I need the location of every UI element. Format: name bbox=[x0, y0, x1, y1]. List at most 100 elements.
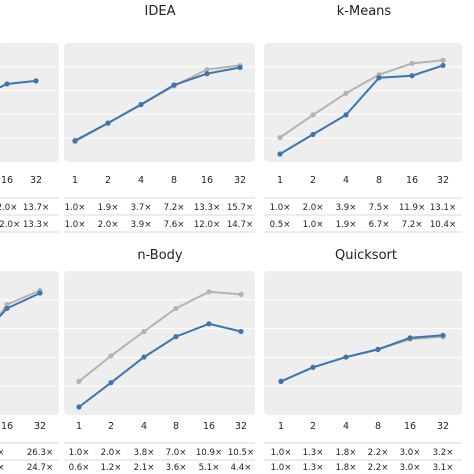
series-0-point-2 bbox=[141, 328, 147, 335]
series-1-point-5 bbox=[440, 332, 446, 338]
speedup-cell: 4.4× bbox=[231, 463, 252, 473]
plot-area bbox=[64, 271, 255, 415]
series-0-point-0 bbox=[76, 378, 82, 384]
x-tick-label: 32 bbox=[34, 421, 46, 432]
series-1-point-2 bbox=[343, 354, 349, 360]
speedup-cell: 1.0× bbox=[65, 220, 86, 230]
speedup-cell: 2.7× bbox=[0, 463, 4, 473]
x-tick-label: 2 bbox=[310, 421, 316, 432]
x-tick-label: 4 bbox=[343, 175, 349, 186]
speedup-cell: 1.0× bbox=[271, 448, 292, 458]
series-line-1 bbox=[280, 334, 444, 383]
series-1-point-3 bbox=[173, 334, 179, 340]
x-tick-label: 16 bbox=[1, 175, 13, 186]
speedup-cell: 1.2× bbox=[101, 463, 122, 473]
series-line-1 bbox=[78, 322, 242, 408]
x-tick-label: 1 bbox=[72, 175, 78, 186]
speedup-cell: 7.2× bbox=[164, 203, 185, 213]
speedup-cell: 1.9× bbox=[98, 203, 119, 213]
chart-panel-0: 16 32 2.0× 13.7×12.0×13.3× bbox=[0, 43, 59, 233]
x-tick-label: 4 bbox=[343, 421, 349, 432]
series-1-point-5 bbox=[440, 62, 446, 69]
series-1-point-0 bbox=[72, 138, 78, 144]
chart-title: IDEA bbox=[145, 4, 176, 19]
series-line-0 bbox=[279, 59, 444, 139]
series-1-point-3 bbox=[171, 82, 177, 88]
series-1-point-1 bbox=[105, 120, 111, 126]
series-1-point-0 bbox=[76, 404, 82, 410]
speedup-cell: 10.5× bbox=[228, 448, 254, 458]
series-0-point-4 bbox=[409, 60, 415, 66]
chart-panel-5: Quicksort 1 2 4 8 16 32 1.0× 1.3× 1.8× 2.2× 3.0× 3.2… bbox=[264, 248, 462, 473]
chart-title: n-Body bbox=[137, 248, 183, 263]
speedup-cell: 10.4× bbox=[430, 220, 456, 230]
speedup-cell: 3.0× bbox=[400, 463, 421, 473]
speedup-cell: 1.0× bbox=[271, 463, 292, 473]
speedup-cell: 3.9× bbox=[336, 203, 357, 213]
chart-panel-1: IDEA 1 2 4 8 16 32 1.0× 1.9× 3.7× 7.2× 13.3× 15.7× 1.… bbox=[64, 4, 255, 233]
series-0-point-5 bbox=[238, 291, 244, 297]
speedup-cell: 1.9× bbox=[336, 220, 357, 230]
chart-panel-4: n-Body 1 2 4 8 16 32 1.0× 2.0× 3.8× 7.0× 10.9× 10.5×… bbox=[64, 248, 255, 473]
speedup-cell: 1.3× bbox=[303, 448, 324, 458]
speedup-cell: 2.0× bbox=[303, 203, 324, 213]
series-1-point-1 bbox=[4, 81, 10, 87]
speedup-cell: 3.9× bbox=[131, 220, 152, 230]
speedup-cell: 3.7× bbox=[131, 203, 152, 213]
series-1-point-4 bbox=[206, 321, 212, 327]
speedup-cell: 12.0× bbox=[0, 220, 20, 230]
series-1-point-1 bbox=[108, 380, 114, 386]
x-tick-label: 32 bbox=[30, 175, 42, 186]
speedup-cell: 3.1× bbox=[433, 463, 454, 473]
chart-title: Quicksort bbox=[335, 248, 397, 263]
speedup-cell: 1.0× bbox=[303, 220, 324, 230]
plot-area bbox=[0, 43, 59, 162]
speedup-cell: 1.8× bbox=[336, 463, 357, 473]
series-1-point-0 bbox=[277, 151, 283, 157]
series-1-point-4 bbox=[204, 71, 210, 77]
x-tick-label: 16 bbox=[404, 421, 416, 432]
x-tick-label: 16 bbox=[1, 421, 13, 432]
series-0-point-5 bbox=[440, 57, 446, 63]
x-tick-label: 1 bbox=[76, 421, 82, 432]
speedup-cell: 13.3× bbox=[194, 203, 220, 213]
speedup-cell: 13.1× bbox=[430, 203, 456, 213]
series-line-1 bbox=[74, 66, 241, 142]
series-1-point-1 bbox=[4, 305, 10, 312]
speedup-cell: 0.6× bbox=[69, 463, 90, 473]
speedup-cell: 2.2× bbox=[368, 463, 389, 473]
series-0-point-1 bbox=[4, 302, 10, 308]
series-line-1 bbox=[279, 64, 444, 155]
speedup-cell: 10.9× bbox=[196, 448, 222, 458]
series-0-point-2 bbox=[343, 90, 349, 96]
x-tick-label: 1 bbox=[277, 175, 283, 186]
x-tick-label: 32 bbox=[234, 175, 246, 186]
series-line-0 bbox=[78, 290, 242, 383]
chart-title: k-Means bbox=[337, 4, 392, 19]
x-tick-label: 8 bbox=[173, 421, 179, 432]
speedup-cell: 1.8× bbox=[336, 448, 357, 458]
speedup-cell: 7.2× bbox=[402, 220, 423, 230]
series-1-point-3 bbox=[376, 75, 382, 81]
speedup-cell: 2.0× bbox=[98, 220, 119, 230]
speedup-cell: 13.3× bbox=[23, 220, 49, 230]
series-0-point-1 bbox=[310, 112, 316, 118]
speedup-cell: 15.7× bbox=[227, 203, 253, 213]
speedup-cell: 13.7× bbox=[23, 203, 49, 213]
series-1-point-5 bbox=[238, 328, 244, 335]
chart-panel-3: 16 32 4.7× 26.3× 2.7× 24.7× bbox=[0, 271, 59, 473]
speedup-cell: 2.2× bbox=[368, 448, 389, 458]
x-tick-label: 32 bbox=[437, 175, 449, 186]
series-1-point-2 bbox=[138, 101, 144, 108]
speedup-cell: 5.1× bbox=[199, 463, 220, 473]
speedup-cell: 3.0× bbox=[400, 448, 421, 458]
chart-panel-2: k-Means 1 2 4 8 16 32 1.0× 2.0× 3.9× 7.5× 11.9× 13.1… bbox=[264, 4, 462, 233]
series-1-point-3 bbox=[375, 346, 381, 352]
x-tick-label: 32 bbox=[235, 421, 247, 432]
series-1-point-5 bbox=[237, 64, 243, 71]
series-1-point-4 bbox=[407, 335, 413, 341]
speedup-cell: 4.7× bbox=[0, 448, 4, 458]
x-tick-label: 8 bbox=[171, 175, 177, 186]
x-tick-label: 8 bbox=[375, 421, 381, 432]
